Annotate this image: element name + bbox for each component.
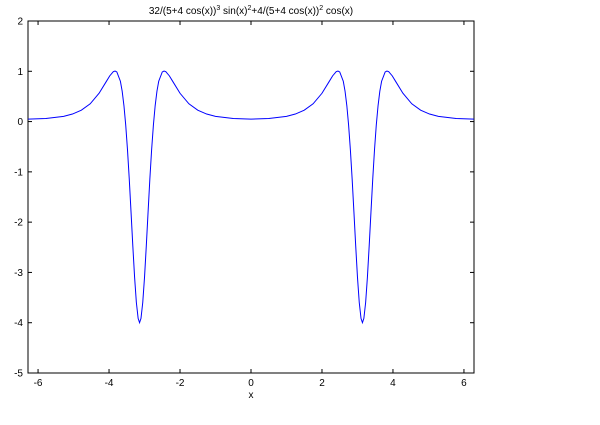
title-part: 32/(5+4 cos(x)) (149, 6, 217, 17)
title-superscript: 2 (248, 5, 252, 12)
title-part: sin(x) (220, 6, 247, 17)
y-tick-label: -2 (14, 218, 23, 229)
x-tick-label: 0 (248, 378, 254, 389)
x-tick-label: 6 (461, 378, 467, 389)
y-tick-label: -1 (14, 167, 23, 178)
y-tick-label: 1 (17, 67, 23, 78)
x-tick-label: -4 (105, 378, 114, 389)
title-superscript: 2 (319, 5, 323, 12)
title-part: cos(x) (323, 6, 353, 17)
x-tick-label: 4 (390, 378, 396, 389)
x-tick-label: -2 (176, 378, 185, 389)
x-tick-label: 2 (319, 378, 325, 389)
line-series (28, 70, 474, 325)
y-tick-label: 0 (17, 117, 23, 128)
chart-title: 32/(5+4 cos(x))3 sin(x)2+4/(5+4 cos(x))2… (149, 5, 353, 17)
title-part: +4/(5+4 cos(x)) (251, 6, 319, 17)
axes-box (27, 20, 475, 374)
y-tick-label: 2 (17, 17, 23, 28)
x-tick-label: -6 (34, 378, 43, 389)
x-axis-label: x (249, 390, 254, 401)
y-tick-label: -5 (14, 369, 23, 380)
y-tick-label: -4 (14, 318, 23, 329)
y-tick-label: -3 (14, 268, 23, 279)
title-superscript: 3 (216, 5, 220, 12)
